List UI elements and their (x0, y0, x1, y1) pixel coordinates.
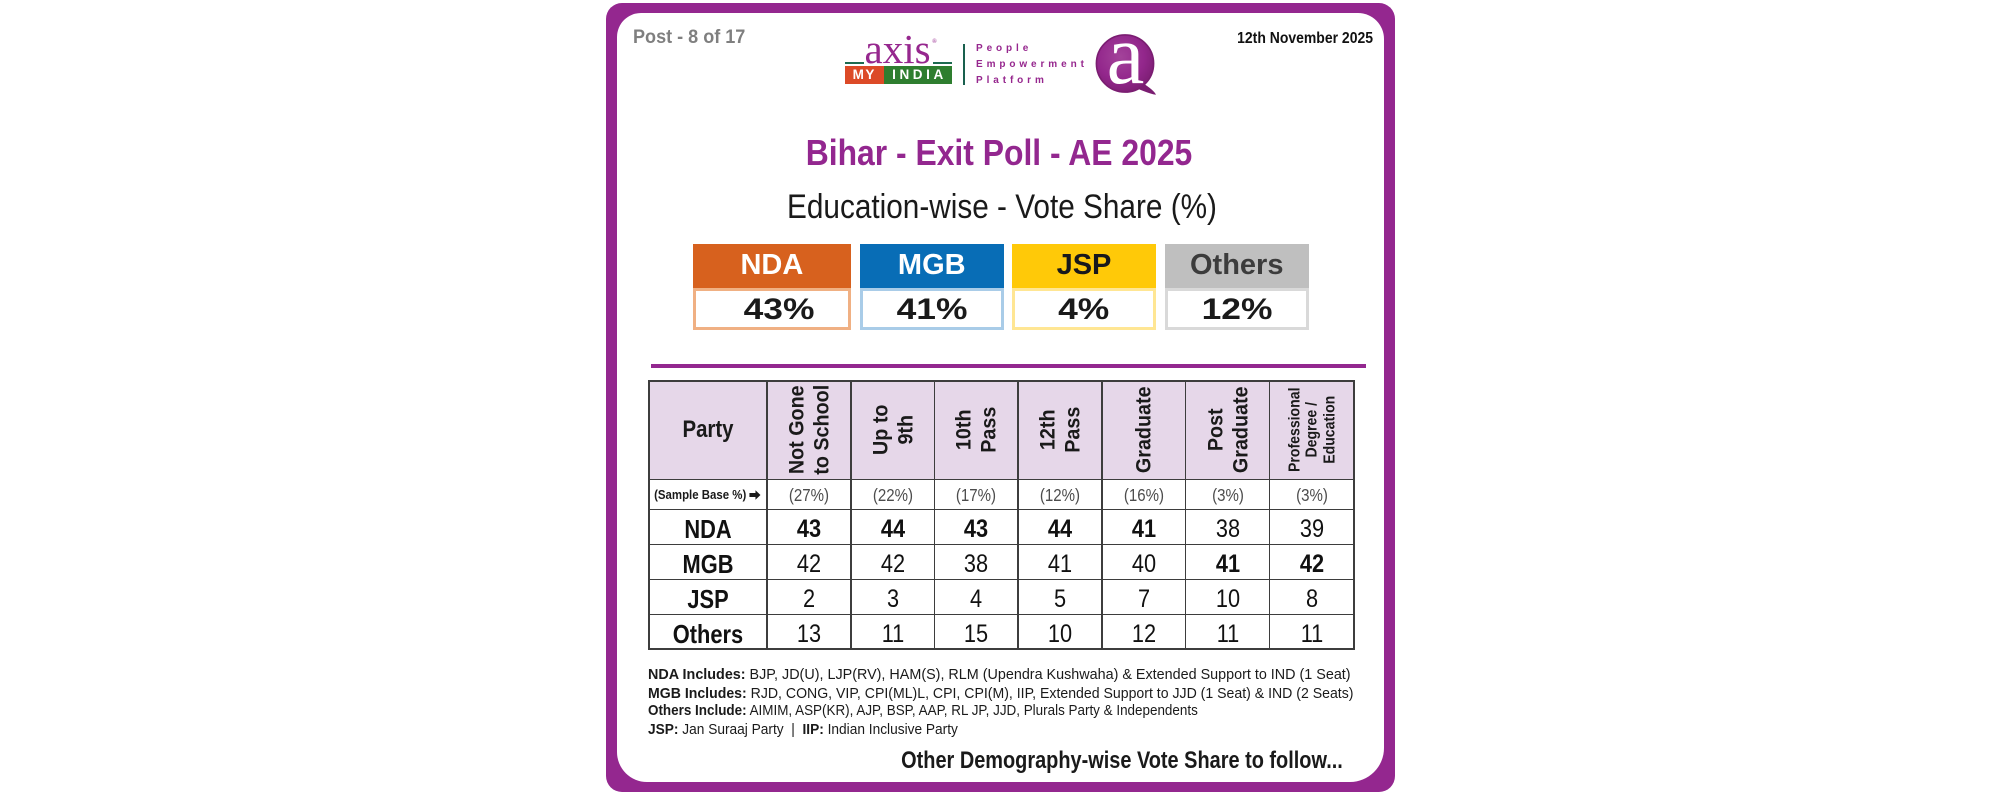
svg-text:a: a (1107, 30, 1145, 102)
